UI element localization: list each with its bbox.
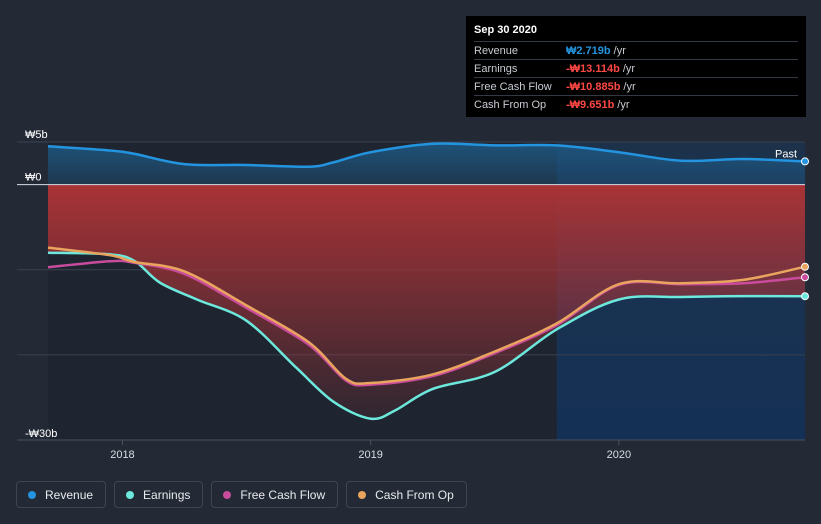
tooltip-unit: /yr — [613, 44, 626, 57]
legend-item-cash-from-op[interactable]: Cash From Op — [346, 481, 467, 508]
tooltip-row-revenue: Revenue ₩2.719b /yr — [474, 41, 798, 59]
legend-item-revenue[interactable]: Revenue — [16, 481, 107, 508]
end-dot-earnings — [801, 292, 809, 301]
tooltip-row-earnings: Earnings -₩13.114b /yr — [474, 59, 798, 77]
legend-dot-icon — [358, 490, 367, 499]
legend-item-earnings[interactable]: Earnings — [114, 481, 204, 508]
tooltip-date: Sep 30 2020 — [474, 24, 537, 36]
legend: Revenue Earnings Free Cash Flow Cash Fro… — [16, 481, 467, 508]
legend-item-free-cash-flow[interactable]: Free Cash Flow — [211, 481, 339, 508]
legend-label: Free Cash Flow — [240, 487, 326, 502]
tooltip-value: -₩9.651b — [566, 98, 615, 111]
series-lines — [47, 142, 806, 421]
legend-label: Cash From Op — [375, 487, 454, 502]
tooltip-unit: /yr — [623, 80, 636, 93]
tooltip-row-cash-from-op: Cash From Op -₩9.651b /yr — [474, 95, 798, 113]
end-dots — [801, 157, 809, 301]
end-dot-free-cash-flow — [801, 273, 809, 282]
x-tick-label: 2020 — [607, 449, 631, 461]
legend-dot-icon — [223, 490, 232, 499]
revenue-area-fill — [48, 143, 805, 185]
legend-dot-icon — [126, 490, 135, 499]
end-dot-cash-from-op — [801, 262, 809, 271]
y-tick-label: ₩5b — [25, 129, 48, 141]
tooltip-label: Free Cash Flow — [474, 80, 552, 93]
series-line-revenue — [47, 142, 806, 169]
tooltip-value: -₩10.885b — [566, 80, 621, 93]
legend-label: Earnings — [143, 487, 191, 502]
tooltip-label: Cash From Op — [474, 98, 547, 111]
series-line-cash-from-op — [47, 246, 806, 385]
x-tick-label: 2018 — [110, 449, 134, 461]
tooltip-label: Earnings — [474, 62, 518, 75]
tooltip-panel: Sep 30 2020 Revenue ₩2.719b /yr Earnings… — [466, 16, 806, 117]
past-label: Past — [775, 148, 797, 160]
tooltip-value: ₩2.719b — [566, 44, 611, 57]
tooltip-unit: /yr — [617, 98, 630, 111]
tooltip-unit: /yr — [622, 62, 636, 75]
end-dot-revenue — [801, 157, 809, 166]
y-tick-label: -₩30b — [25, 428, 57, 440]
x-tick-label: 2019 — [358, 449, 382, 461]
tooltip-row-free-cash-flow: Free Cash Flow -₩10.885b /yr — [474, 77, 798, 95]
earnings-area-fill — [48, 184, 805, 419]
y-axis-ticks: ₩5b ₩0 -₩30b — [25, 129, 57, 440]
legend-dot-icon — [28, 490, 36, 499]
tooltip-label: Revenue — [474, 44, 519, 57]
legend-label: Revenue — [45, 487, 94, 502]
x-axis-ticks: 2018 2019 2020 — [110, 440, 631, 461]
series-line-earnings — [47, 251, 806, 421]
y-tick-label: ₩0 — [25, 172, 42, 184]
tooltip-value: -₩13.114b — [566, 62, 620, 75]
